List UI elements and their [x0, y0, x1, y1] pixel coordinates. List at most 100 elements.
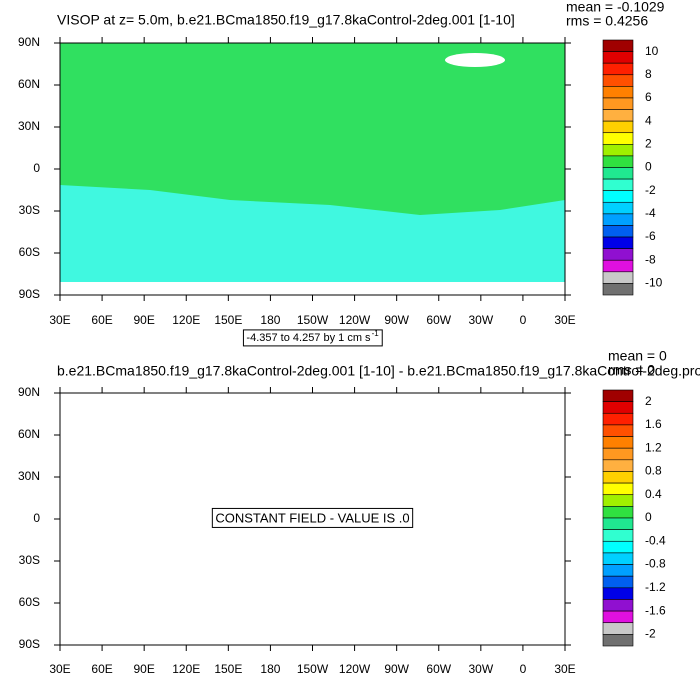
colorbar-box [602, 190, 634, 203]
colorbar-box [602, 599, 634, 612]
x-tick-label: 90E [133, 662, 154, 676]
colorbar-label: 0 [645, 510, 652, 524]
x-tick-label: 0 [520, 662, 527, 676]
colorbar-box [602, 74, 634, 87]
colorbar-label: 1.2 [645, 440, 662, 454]
colorbar-label: -8 [645, 252, 656, 266]
x-tick-label: 60E [91, 313, 112, 327]
colorbar-label: -1.2 [645, 580, 666, 594]
colorbar-box [602, 482, 634, 496]
stat-label: mean = 0 [608, 348, 667, 364]
annotation-box [242, 329, 383, 347]
x-tick-label: 60W [426, 313, 451, 327]
colorbar-box [602, 529, 634, 542]
x-tick-label: 150W [297, 313, 329, 327]
colorbar-box [602, 436, 634, 449]
chart-title: b.e21.BCma1850.f19_g17.8kaControl-2deg.0… [57, 363, 700, 379]
y-tick-label: 0 [33, 161, 40, 175]
x-tick-label: 90W [384, 662, 409, 676]
colorbar-label: 0 [645, 160, 652, 174]
x-tick-label: 30E [554, 662, 575, 676]
colorbar-box [602, 248, 634, 261]
colorbar-label: -6 [645, 229, 656, 243]
colorbar-box [602, 86, 634, 99]
colorbar-label: 6 [645, 90, 652, 104]
x-tick-label: 120E [172, 313, 200, 327]
x-tick-label: 180 [260, 313, 280, 327]
x-tick-label: 30E [49, 662, 70, 676]
stat-label: rms = 0 [608, 362, 655, 378]
colorbar-box [602, 564, 634, 577]
x-tick-label: 120W [339, 313, 371, 327]
colorbar-box [602, 271, 634, 284]
colorbar-box [602, 201, 634, 215]
y-tick-label: 0 [33, 511, 40, 525]
annotation-box [211, 507, 414, 528]
y-tick-label: 60N [18, 427, 40, 441]
stat-label: mean = -0.1029 [566, 0, 665, 15]
x-tick-label: 150E [214, 313, 242, 327]
colorbar-label: 1.6 [645, 417, 662, 431]
colorbar-box [602, 587, 634, 600]
x-tick-label: 150E [214, 662, 242, 676]
colorbar-box [602, 236, 634, 249]
colorbar-label: -4 [645, 206, 656, 220]
colorbar-box [602, 62, 634, 76]
y-tick-label: 90S [19, 287, 40, 301]
colorbar-label: 2 [645, 136, 652, 150]
y-tick-label: 30N [18, 469, 40, 483]
x-tick-label: 30E [49, 313, 70, 327]
colorbar-box [602, 39, 634, 52]
colorbar-label: -0.8 [645, 557, 666, 571]
y-tick-label: 60S [19, 245, 40, 259]
y-tick-label: 30S [19, 203, 40, 217]
colorbar-label: -2 [645, 183, 656, 197]
colorbar-box [602, 389, 634, 402]
x-tick-label: 90W [384, 313, 409, 327]
colorbar-box [602, 494, 634, 507]
colorbar-box [602, 517, 634, 530]
y-tick-label: 90N [18, 385, 40, 399]
annotation: CONSTANT FIELD - VALUE IS .0 [215, 510, 409, 525]
southern-field [60, 185, 565, 282]
y-tick-label: 60S [19, 595, 40, 609]
colorbar-box [602, 412, 634, 426]
stat-label: rms = 0.4256 [566, 13, 648, 29]
colorbar-box [602, 552, 634, 565]
colorbar-box [602, 401, 634, 414]
colorbar-box [602, 225, 634, 238]
x-tick-label: 30W [468, 313, 493, 327]
colorbar-box [602, 540, 634, 554]
x-tick-label: 60E [91, 662, 112, 676]
colorbar-box [602, 622, 634, 635]
colorbar-box [602, 167, 634, 180]
colorbar-box [602, 259, 634, 273]
colorbar-box [602, 424, 634, 437]
x-tick-label: 0 [520, 313, 527, 327]
colorbar-box [602, 144, 634, 157]
y-tick-label: 30N [18, 119, 40, 133]
colorbar-box [602, 447, 634, 461]
colorbar-box [602, 155, 634, 168]
colorbar-box [602, 283, 634, 296]
colorbar-label: 10 [645, 44, 659, 58]
x-tick-label: 150W [297, 662, 329, 676]
colorbar-box [602, 575, 634, 589]
x-tick-label: 30E [554, 313, 575, 327]
colorbar-label: -1.6 [645, 603, 666, 617]
colorbar-label: -0.4 [645, 533, 666, 547]
colorbar-label: 2 [645, 394, 652, 408]
annotation: -4.357 to 4.257 by 1 cm s [246, 332, 371, 344]
x-tick-label: 120E [172, 662, 200, 676]
annotation-sup: -1 [372, 329, 380, 338]
colorbar-box [602, 178, 634, 191]
colorbar-label: 8 [645, 67, 652, 81]
x-tick-label: 120W [339, 662, 371, 676]
colorbar-box [602, 132, 634, 145]
colorbar-box [602, 51, 634, 64]
y-tick-label: 90S [19, 637, 40, 651]
y-tick-label: 30S [19, 553, 40, 567]
colorbar-box [602, 634, 634, 647]
colorbar-box [602, 213, 634, 226]
